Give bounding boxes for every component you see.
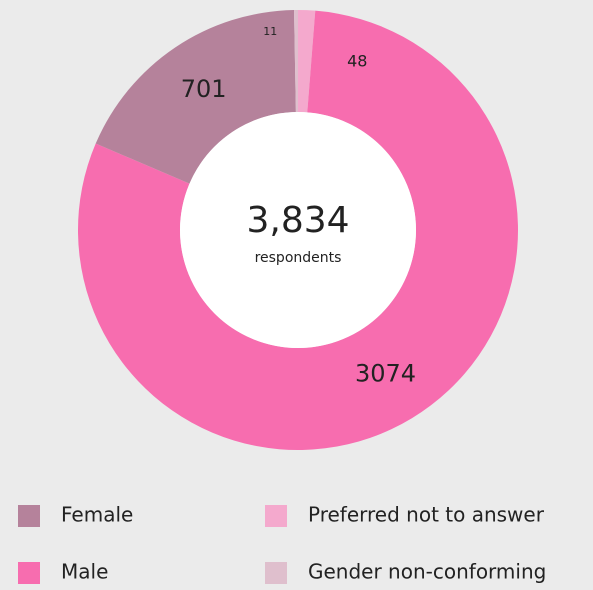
slice-label: 701	[181, 75, 227, 103]
slice	[294, 10, 298, 113]
legend-label: Preferred not to answer	[308, 503, 545, 527]
slice-label: 11	[263, 25, 277, 38]
slice	[95, 10, 296, 184]
legend-swatch	[18, 505, 40, 527]
slice-label: 3074	[355, 360, 416, 388]
legend-label: Male	[61, 560, 108, 584]
slice	[298, 10, 316, 113]
legend-label: Female	[61, 503, 133, 527]
legend-swatch	[18, 562, 40, 584]
legend-swatch	[265, 562, 287, 584]
legend-label: Gender non-conforming	[308, 560, 546, 584]
slice-label: 48	[347, 52, 367, 71]
legend-swatch	[265, 505, 287, 527]
center-value: 3,834	[246, 200, 349, 241]
slice	[77, 10, 518, 450]
donut-hole	[180, 112, 416, 348]
center-label: respondents	[255, 250, 342, 266]
